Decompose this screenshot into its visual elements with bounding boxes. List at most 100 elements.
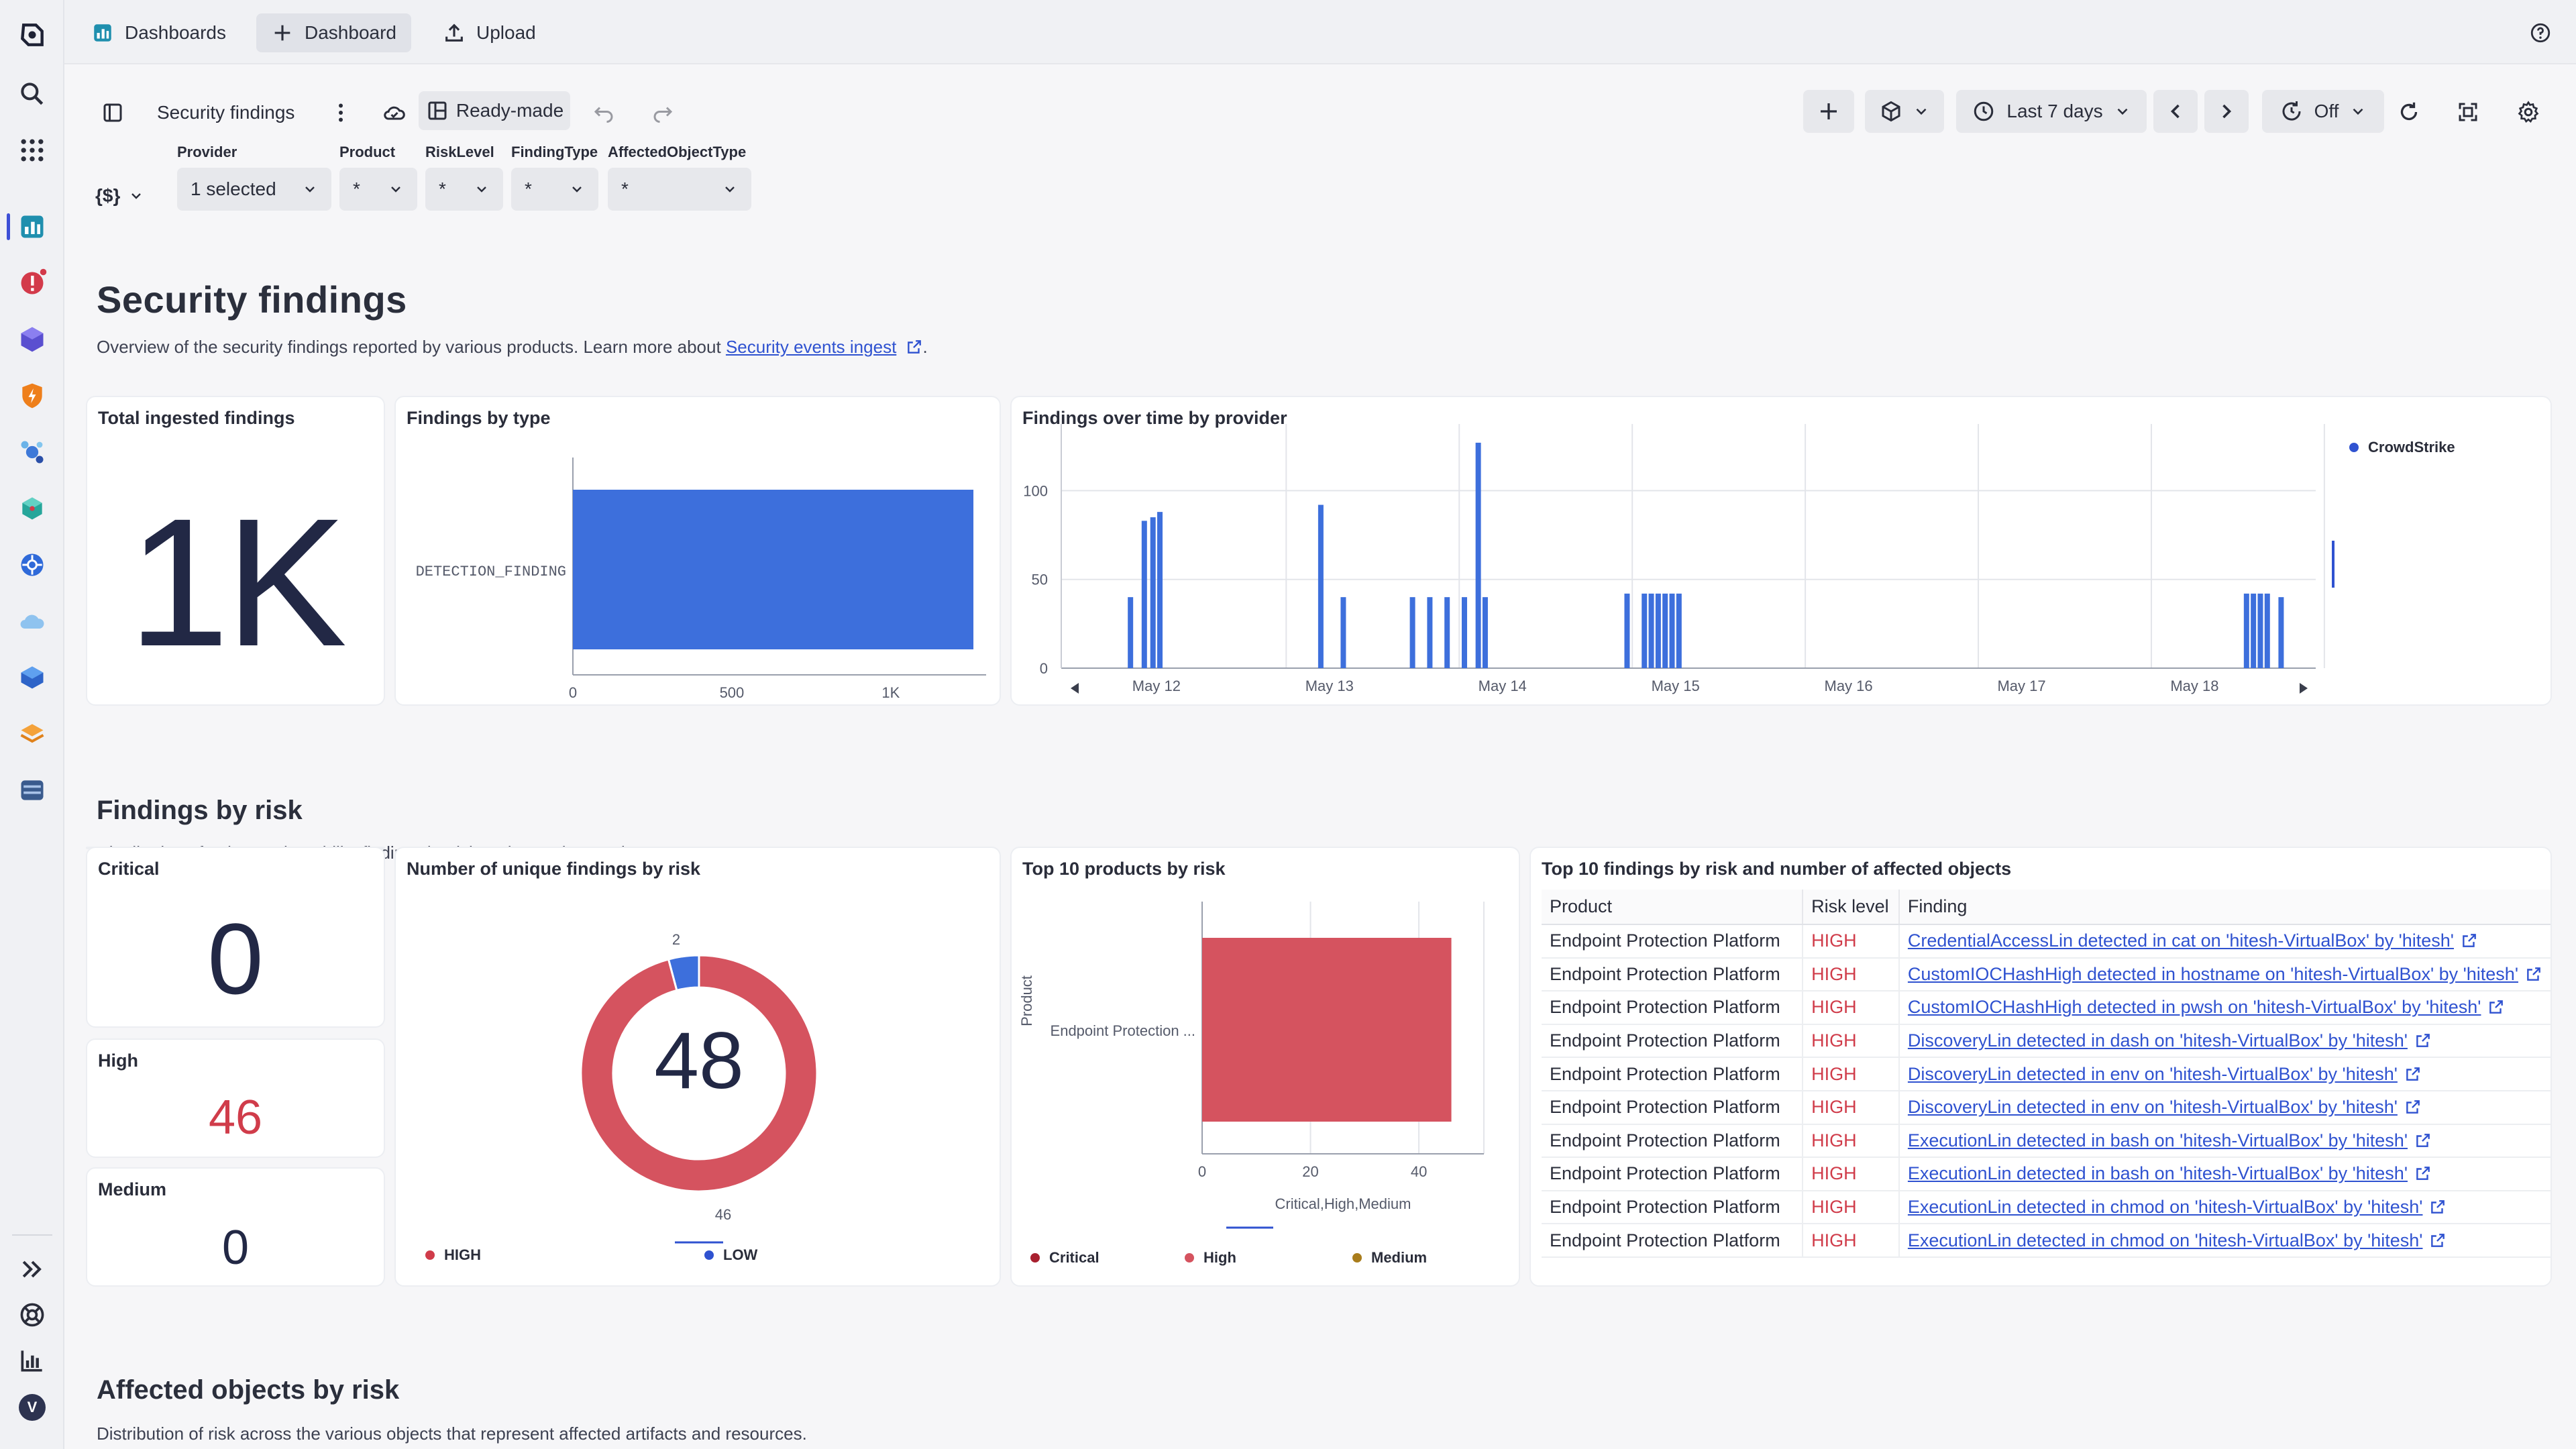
upload-button[interactable]: Upload bbox=[428, 13, 551, 52]
next-timeframe-button[interactable] bbox=[2204, 90, 2249, 133]
provider-select[interactable]: 1 selected bbox=[177, 168, 331, 211]
segments-button[interactable] bbox=[1865, 90, 1944, 133]
dashboards-icon bbox=[94, 24, 111, 42]
finding-link[interactable]: ExecutionLin detected in chmod on 'hites… bbox=[1907, 1197, 2423, 1218]
finding-cell: DiscoveryLin detected in dash on 'hitesh… bbox=[1898, 1024, 2551, 1059]
top-findings-tile[interactable]: Top 10 findings by risk and number of af… bbox=[1529, 847, 2552, 1287]
finding-link[interactable]: DiscoveryLin detected in dash on 'hitesh… bbox=[1907, 1030, 2408, 1051]
ready-made-badge[interactable]: Ready-made bbox=[419, 91, 570, 130]
alert-app-icon[interactable] bbox=[15, 266, 50, 301]
stack-app-icon[interactable] bbox=[15, 491, 50, 526]
logo-icon[interactable] bbox=[15, 17, 50, 52]
support-icon[interactable] bbox=[15, 1297, 50, 1332]
column-header-risk-level[interactable]: Risk level bbox=[1803, 890, 1900, 925]
apps-grid-icon[interactable] bbox=[15, 133, 50, 168]
sidebar-toggle-icon[interactable] bbox=[95, 95, 130, 130]
expand-icon[interactable] bbox=[15, 1252, 50, 1287]
findingtype-select[interactable]: * bbox=[511, 168, 598, 211]
dashboards-app-icon[interactable] bbox=[15, 209, 50, 244]
table-row[interactable]: Endpoint Protection Platform HIGH CustomIO… bbox=[1542, 957, 2551, 992]
risklevel-value: * bbox=[439, 178, 446, 199]
timeframe-selector[interactable]: Last 7 days bbox=[1956, 90, 2147, 133]
dashboard-title[interactable]: Security findings bbox=[157, 102, 295, 123]
auto-refresh-selector[interactable]: Off bbox=[2262, 90, 2384, 133]
cloud-sync-icon[interactable] bbox=[377, 95, 412, 130]
legend-dot bbox=[1352, 1253, 1362, 1263]
affectedobjecttype-select[interactable]: * bbox=[608, 168, 751, 211]
top-products-chart: Endpoint Protection ... 0 20 40Critical,Hig… bbox=[1018, 902, 1485, 1229]
layers-app-icon[interactable] bbox=[15, 716, 50, 751]
shield-app-icon[interactable] bbox=[15, 378, 50, 413]
cube-app-icon[interactable] bbox=[15, 322, 50, 357]
time-bar bbox=[2278, 597, 2284, 668]
chevron-right-icon bbox=[2222, 104, 2232, 119]
table-row[interactable]: Endpoint Protection Platform HIGH Executio… bbox=[1542, 1124, 2551, 1159]
table-row[interactable]: Endpoint Protection Platform HIGH Executio… bbox=[1542, 1157, 2551, 1191]
chart-icon[interactable] bbox=[15, 1343, 50, 1378]
table-row[interactable]: Endpoint Protection Platform HIGH Credenti… bbox=[1542, 924, 2551, 959]
finding-link[interactable]: CredentialAccessLin detected in cat on '… bbox=[1907, 930, 2454, 951]
cluster-app-icon[interactable] bbox=[15, 435, 50, 470]
external-link-icon bbox=[2431, 1200, 2445, 1214]
legend-item-high[interactable]: HIGH bbox=[425, 1246, 481, 1264]
legend-dot bbox=[1030, 1253, 1040, 1263]
settings-gear-icon[interactable] bbox=[2509, 93, 2548, 131]
cloud-app-icon[interactable] bbox=[15, 604, 50, 639]
finding-link[interactable]: ExecutionLin detected in bash on 'hitesh… bbox=[1907, 1130, 2408, 1150]
total-findings-tile[interactable]: Total ingested findings 1K bbox=[86, 396, 385, 706]
legend-item-critical[interactable]: Critical bbox=[1030, 1249, 1099, 1267]
upload-label: Upload bbox=[476, 22, 536, 43]
finding-link[interactable]: DiscoveryLin detected in env on 'hitesh-… bbox=[1907, 1063, 2398, 1084]
box-app-icon[interactable] bbox=[15, 660, 50, 695]
product-select[interactable]: * bbox=[339, 168, 417, 211]
legend-item-high[interactable]: High bbox=[1185, 1249, 1236, 1267]
table-row[interactable]: Endpoint Protection Platform HIGH Discover… bbox=[1542, 1057, 2551, 1091]
slice-value-label: 2 bbox=[672, 931, 680, 948]
finding-link[interactable]: DiscoveryLin detected in env on 'hitesh-… bbox=[1907, 1097, 2398, 1118]
critical-tile[interactable]: Critical 0 bbox=[86, 847, 385, 1028]
database-app-icon[interactable] bbox=[15, 773, 50, 808]
finding-link[interactable]: ExecutionLin detected in chmod on 'hites… bbox=[1907, 1230, 2423, 1250]
fullscreen-icon[interactable] bbox=[2449, 93, 2487, 131]
tile-title: Top 10 products by risk bbox=[1022, 859, 1226, 879]
legend-item-crowdstrike[interactable]: CrowdStrike bbox=[2349, 439, 2455, 456]
finding-link[interactable]: CustomIOCHashHigh detected in hostname o… bbox=[1907, 963, 2518, 984]
medium-tile[interactable]: Medium 0 bbox=[86, 1167, 385, 1287]
previous-timeframe-button[interactable] bbox=[2153, 90, 2198, 133]
table-row[interactable]: Endpoint Protection Platform HIGH Executio… bbox=[1542, 1190, 2551, 1225]
unique-findings-by-risk-tile[interactable]: Number of unique findings by risk 2 46 48… bbox=[394, 847, 1001, 1287]
search-icon[interactable] bbox=[15, 76, 50, 111]
security-events-ingest-link[interactable]: Security events ingest bbox=[725, 337, 897, 357]
findings-by-type-tile[interactable]: Findings by type DETECTION_FINDING 0 500 1K bbox=[394, 396, 1001, 706]
legend-item-medium[interactable]: Medium bbox=[1352, 1249, 1427, 1267]
column-header-product[interactable]: Product bbox=[1542, 890, 1804, 925]
add-tile-button[interactable] bbox=[1803, 90, 1854, 133]
layout-icon bbox=[428, 101, 447, 120]
refresh-icon[interactable] bbox=[2390, 93, 2428, 131]
table-row[interactable]: Endpoint Protection Platform HIGH Discover… bbox=[1542, 1090, 2551, 1125]
bar-high bbox=[1202, 938, 1452, 1122]
table-row[interactable]: Endpoint Protection Platform HIGH Executio… bbox=[1542, 1224, 2551, 1258]
variables-menu[interactable]: {$} bbox=[95, 174, 144, 217]
x-tick-label: May 18 bbox=[2170, 678, 2218, 694]
new-dashboard-button[interactable]: Dashboard bbox=[256, 13, 411, 52]
avatar[interactable]: V bbox=[19, 1394, 46, 1421]
finding-link[interactable]: CustomIOCHashHigh detected in pwsh on 'h… bbox=[1907, 997, 2481, 1018]
high-tile[interactable]: High 46 bbox=[86, 1038, 385, 1158]
findings-over-time-tile[interactable]: Findings over time by provider 0 50 100 May… bbox=[1010, 396, 2552, 706]
kubernetes-app-icon[interactable] bbox=[15, 547, 50, 582]
column-header-finding[interactable]: Finding bbox=[1898, 890, 2551, 925]
redo-icon[interactable] bbox=[645, 95, 680, 130]
risklevel-select[interactable]: * bbox=[425, 168, 503, 211]
undo-icon[interactable] bbox=[586, 95, 621, 130]
top-products-tile[interactable]: Top 10 products by risk Endpoint Protect… bbox=[1010, 847, 1520, 1287]
table-row[interactable]: Endpoint Protection Platform HIGH CustomIO… bbox=[1542, 991, 2551, 1025]
help-button[interactable] bbox=[2514, 13, 2567, 52]
medium-value: 0 bbox=[221, 1221, 250, 1275]
cube-icon bbox=[1882, 101, 1900, 122]
table-row[interactable]: Endpoint Protection Platform HIGH Discover… bbox=[1542, 1024, 2551, 1059]
finding-link[interactable]: ExecutionLin detected in bash on 'hitesh… bbox=[1907, 1163, 2408, 1184]
dashboards-nav[interactable]: Dashboards bbox=[76, 13, 241, 52]
legend-item-low[interactable]: LOW bbox=[704, 1246, 757, 1264]
more-options-icon[interactable] bbox=[323, 95, 358, 130]
